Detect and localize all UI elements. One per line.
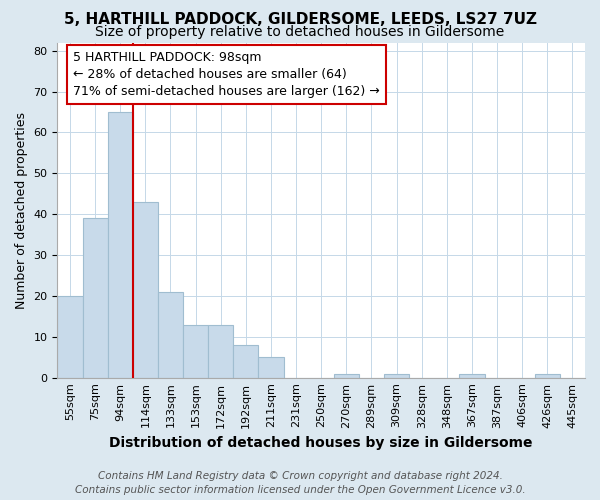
Bar [334,374,359,378]
Bar [259,357,284,378]
Bar [158,292,183,378]
Bar [208,324,233,378]
Text: 5, HARTHILL PADDOCK, GILDERSOME, LEEDS, LS27 7UZ: 5, HARTHILL PADDOCK, GILDERSOME, LEEDS, … [64,12,536,28]
Bar [460,374,485,378]
Y-axis label: Number of detached properties: Number of detached properties [15,112,28,308]
Bar [58,296,83,378]
Bar [133,202,158,378]
Bar [233,345,259,378]
Bar [535,374,560,378]
Text: Contains HM Land Registry data © Crown copyright and database right 2024.
Contai: Contains HM Land Registry data © Crown c… [74,471,526,495]
Bar [183,324,208,378]
Bar [107,112,133,378]
Text: Size of property relative to detached houses in Gildersome: Size of property relative to detached ho… [95,25,505,39]
Bar [384,374,409,378]
Bar [83,218,107,378]
X-axis label: Distribution of detached houses by size in Gildersome: Distribution of detached houses by size … [109,436,533,450]
Text: 5 HARTHILL PADDOCK: 98sqm
← 28% of detached houses are smaller (64)
71% of semi-: 5 HARTHILL PADDOCK: 98sqm ← 28% of detac… [73,51,380,98]
